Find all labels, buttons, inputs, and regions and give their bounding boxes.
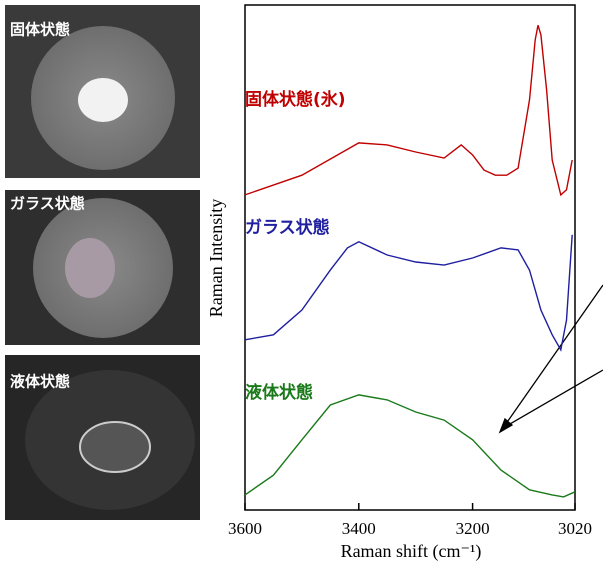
photo-label: 固体状態 [10,21,70,39]
series-line [245,25,572,195]
figure: 固体状態 ガラス状態 液体状態 Raman shift (cm⁻¹) Raman… [0,0,603,568]
x-tick-label: 3400 [342,519,376,538]
photo-solid: 固体状態 [5,5,200,178]
photo-liquid: 液体状態 [5,355,200,520]
series-label: 固体状態(氷) [245,89,346,110]
y-axis-title: Raman Intensity [206,199,226,317]
x-tick-label: 3200 [456,519,490,538]
photo-label: ガラス状態 [10,195,85,213]
arrows [500,285,603,432]
photo-glass: ガラス状態 [5,190,200,345]
series-line [245,235,572,350]
series-line [245,395,575,497]
x-tick-label: 3020 [558,519,592,538]
x-tick-label: 3600 [228,519,262,538]
x-axis-title: Raman shift (cm⁻¹) [341,541,482,562]
series-label: ガラス状態 [245,217,330,238]
series-label: 液体状態 [245,382,313,403]
photo-label: 液体状態 [10,373,70,391]
plot-frame [245,5,575,510]
page: {"photos": [{"label": "固体状態"}, {"label":… [0,0,603,568]
